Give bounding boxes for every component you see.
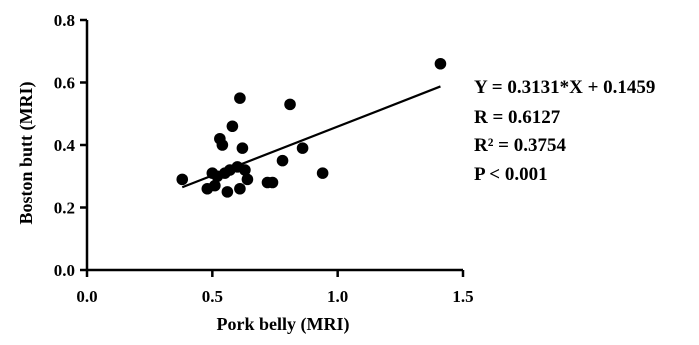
data-point <box>296 142 309 154</box>
y-tick-label: 0.8 <box>54 11 75 30</box>
data-point <box>276 154 289 167</box>
x-tick-label: 1.5 <box>452 287 473 306</box>
data-point <box>176 173 189 186</box>
x-axis-title: Pork belly (MRI) <box>217 314 350 335</box>
r-squared-value: R² = 0.3754 <box>474 135 566 156</box>
data-point <box>221 186 234 198</box>
data-point <box>239 164 251 176</box>
y-tick-label: 0.4 <box>54 136 76 155</box>
data-point <box>434 57 447 70</box>
regression-equation: Y = 0.3131*X + 0.1459 <box>474 77 655 98</box>
x-tick-label: 1.0 <box>327 287 348 306</box>
data-points <box>176 57 447 198</box>
data-point <box>216 139 229 151</box>
regression-stats: Y = 0.3131*X + 0.1459 R = 0.6127 R² = 0.… <box>474 77 655 185</box>
y-tick-label: 0.2 <box>54 199 75 218</box>
y-tick-label: 0.0 <box>54 261 75 280</box>
y-ticks: 0.0 0.2 0.4 0.6 0.8 <box>54 11 87 280</box>
data-point <box>316 167 329 179</box>
x-tick-label: 0.0 <box>76 287 97 306</box>
r-value: R = 0.6127 <box>474 107 561 128</box>
y-axis-title: Boston butt (MRI) <box>16 81 37 224</box>
data-point <box>234 182 246 195</box>
data-point <box>284 98 296 111</box>
data-point <box>226 120 239 133</box>
x-ticks: 0.0 0.5 1.0 1.5 <box>76 270 474 306</box>
data-point <box>241 173 254 186</box>
x-tick-label: 0.5 <box>202 287 223 306</box>
p-value: P < 0.001 <box>474 164 548 185</box>
y-tick-label: 0.6 <box>54 74 75 93</box>
axes: 0.0 0.5 1.0 1.5 0.0 0.2 0.4 0.6 0.8 <box>54 11 474 306</box>
data-point <box>236 142 249 154</box>
data-point <box>266 176 279 189</box>
data-point <box>234 92 246 104</box>
data-point <box>209 179 221 192</box>
